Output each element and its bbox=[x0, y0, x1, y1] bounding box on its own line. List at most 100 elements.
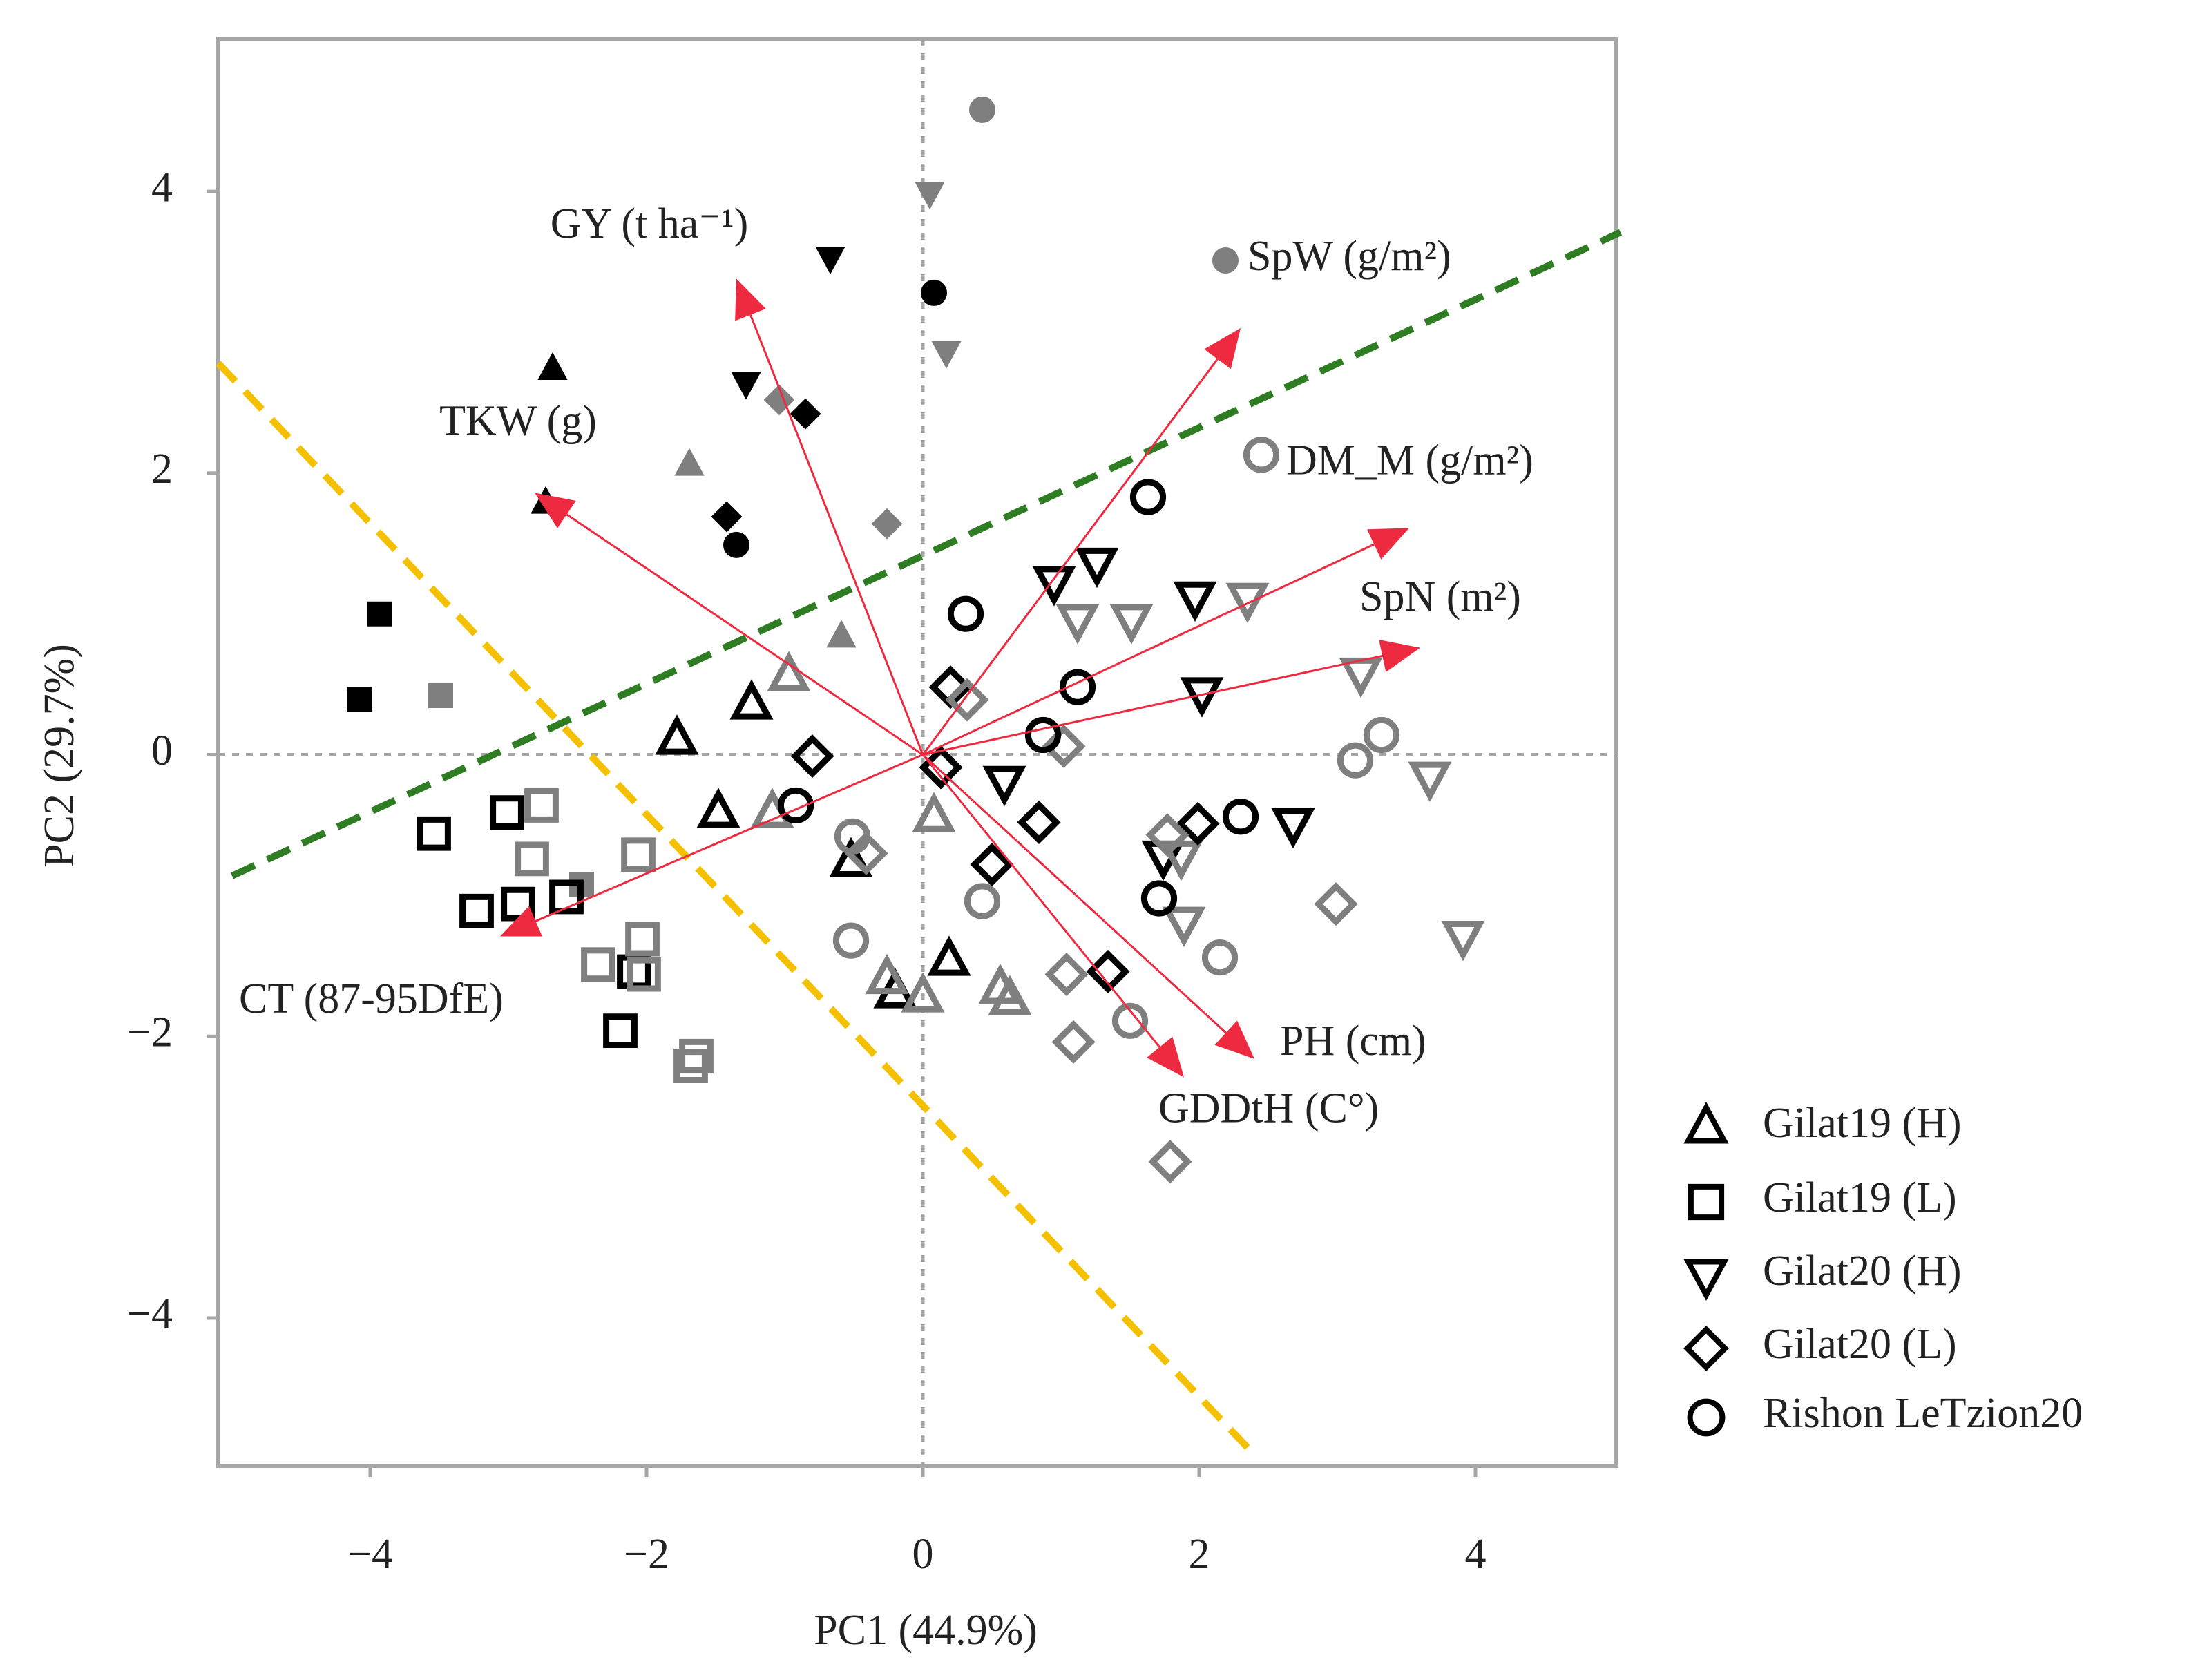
point bbox=[988, 975, 1032, 1015]
loading-label: TKW (g) bbox=[439, 398, 597, 445]
loading-arrow bbox=[749, 314, 924, 756]
loading-label: CT (87-95DfE) bbox=[239, 975, 504, 1022]
point bbox=[826, 620, 857, 648]
arrow-head bbox=[1204, 327, 1241, 370]
loading-arrow bbox=[535, 754, 924, 922]
point bbox=[428, 682, 453, 708]
point bbox=[347, 687, 372, 713]
arrow-head bbox=[1367, 528, 1409, 560]
point bbox=[1032, 566, 1076, 607]
point bbox=[968, 96, 996, 123]
legend-label: Gilat20 (H) bbox=[1763, 1248, 1962, 1295]
plot-frame bbox=[216, 37, 1618, 1468]
point bbox=[1044, 952, 1089, 997]
point bbox=[901, 972, 945, 1013]
point bbox=[1055, 604, 1100, 645]
x-tick-label: 2 bbox=[1189, 1531, 1210, 1578]
point bbox=[1243, 437, 1280, 473]
point bbox=[915, 182, 945, 210]
point bbox=[912, 792, 956, 832]
point bbox=[711, 501, 743, 533]
point bbox=[829, 837, 873, 877]
point bbox=[537, 352, 568, 381]
arrow-head bbox=[535, 493, 576, 528]
x-tick-label: −2 bbox=[624, 1531, 669, 1578]
legend-marker bbox=[1683, 1326, 1729, 1371]
point bbox=[621, 837, 656, 872]
point bbox=[763, 384, 795, 416]
legend-label: Gilat20 (L) bbox=[1763, 1321, 1957, 1368]
point bbox=[549, 879, 584, 915]
legend-label: Gilat19 (L) bbox=[1763, 1174, 1957, 1221]
loading-label: SpW (g/m²) bbox=[1248, 233, 1451, 280]
point bbox=[1363, 716, 1400, 754]
point bbox=[844, 831, 888, 875]
x-tick-label: 4 bbox=[1465, 1531, 1487, 1578]
loading-arrow bbox=[921, 358, 1219, 756]
point bbox=[367, 601, 392, 627]
point bbox=[945, 678, 989, 722]
point bbox=[655, 714, 699, 755]
x-tick-label: 0 bbox=[912, 1531, 934, 1578]
arrow-head bbox=[735, 278, 766, 321]
point bbox=[1051, 1020, 1096, 1064]
point bbox=[459, 893, 494, 928]
y-tick-label: 2 bbox=[151, 446, 173, 493]
y-tick-label: 0 bbox=[151, 727, 173, 774]
point bbox=[927, 935, 971, 976]
arrow-head bbox=[1147, 1036, 1184, 1078]
point bbox=[674, 448, 705, 476]
legend-marker bbox=[1688, 1183, 1725, 1221]
point bbox=[1059, 669, 1096, 705]
arrow-head bbox=[1214, 1020, 1254, 1059]
y-tick-label: −2 bbox=[127, 1009, 173, 1056]
point bbox=[1201, 939, 1239, 976]
loading-arrow bbox=[921, 754, 1160, 1048]
x-axis-title: PC1 (44.9%) bbox=[814, 1607, 1038, 1654]
point bbox=[679, 1038, 714, 1073]
point bbox=[790, 734, 834, 779]
point bbox=[1129, 479, 1167, 515]
arrow-head bbox=[500, 906, 542, 937]
point bbox=[970, 842, 1014, 887]
loading-arrow bbox=[921, 754, 1227, 1034]
point bbox=[696, 788, 740, 828]
point bbox=[834, 818, 871, 855]
point bbox=[1024, 716, 1062, 754]
reference-line bbox=[216, 361, 1250, 1450]
loading-arrow bbox=[922, 654, 1383, 756]
arrow-head bbox=[1379, 639, 1420, 672]
point bbox=[815, 246, 845, 275]
point bbox=[931, 341, 962, 369]
point bbox=[673, 1049, 708, 1083]
point bbox=[729, 679, 774, 720]
point bbox=[777, 787, 814, 824]
point bbox=[1271, 808, 1315, 849]
point bbox=[1212, 247, 1239, 274]
point bbox=[1111, 1002, 1149, 1039]
loading-label: GY (t ha⁻¹) bbox=[551, 200, 749, 247]
point bbox=[515, 841, 549, 877]
loading-arrow bbox=[566, 513, 924, 756]
point bbox=[731, 372, 761, 400]
point bbox=[1109, 604, 1154, 645]
point bbox=[1337, 742, 1374, 779]
point bbox=[1314, 882, 1358, 926]
point bbox=[1140, 880, 1178, 917]
point bbox=[1222, 799, 1259, 835]
loading-label: SpN (m²) bbox=[1359, 573, 1521, 620]
y-tick-label: −4 bbox=[127, 1290, 173, 1337]
loading-label: DM_M (g/m²) bbox=[1286, 437, 1533, 484]
point bbox=[1408, 761, 1452, 803]
point bbox=[1162, 906, 1206, 948]
point bbox=[1042, 724, 1086, 768]
point bbox=[1176, 801, 1220, 846]
point bbox=[1145, 813, 1189, 857]
point bbox=[1339, 657, 1383, 698]
point bbox=[1086, 949, 1130, 994]
y-axis-title: PC2 (29.7%) bbox=[36, 644, 83, 868]
point bbox=[490, 795, 524, 830]
point bbox=[581, 947, 615, 982]
